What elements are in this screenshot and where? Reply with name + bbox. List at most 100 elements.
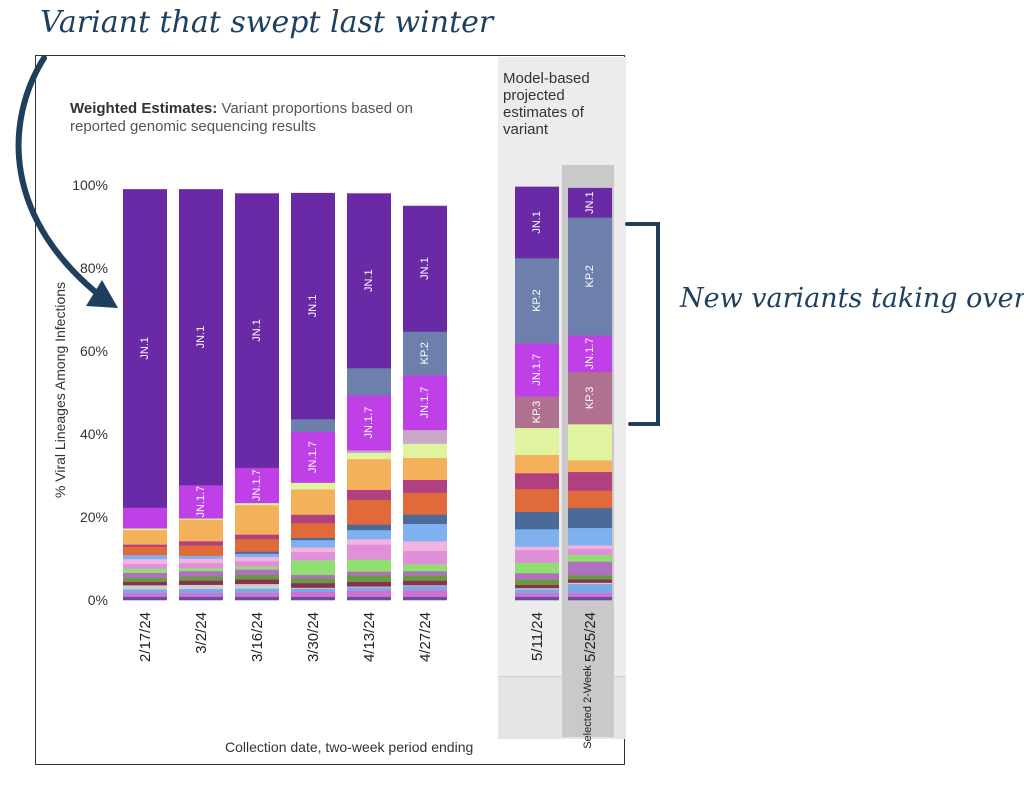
bar-segment[interactable] bbox=[403, 331, 447, 376]
bar-segment[interactable] bbox=[568, 187, 612, 218]
bar-segment[interactable] bbox=[123, 554, 167, 560]
bar-segment[interactable] bbox=[123, 563, 167, 569]
bar-4/13/24[interactable]: JN.1.7 JN.1 bbox=[347, 193, 391, 601]
bar-segment[interactable] bbox=[179, 568, 223, 572]
bar-segment[interactable] bbox=[515, 473, 559, 490]
bar-segment[interactable] bbox=[291, 431, 335, 483]
bar-segment[interactable] bbox=[568, 335, 612, 373]
bar-3/2/24[interactable]: JN.1.7 JN.1 bbox=[179, 189, 223, 601]
bar-segment[interactable] bbox=[347, 450, 391, 453]
bar-segment[interactable] bbox=[291, 551, 335, 561]
bar-3/30/24[interactable]: JN.1.7 JN.1 bbox=[291, 192, 335, 601]
bar-segment[interactable] bbox=[515, 584, 559, 589]
bar-segment[interactable] bbox=[403, 514, 447, 524]
bar-segment[interactable] bbox=[403, 443, 447, 458]
bar-segment[interactable] bbox=[403, 590, 447, 597]
bar-segment[interactable] bbox=[347, 394, 391, 451]
bar-segment[interactable] bbox=[403, 575, 447, 581]
bar-segment[interactable] bbox=[515, 587, 559, 590]
bar-segment[interactable] bbox=[179, 518, 223, 520]
bar-segment[interactable] bbox=[347, 452, 391, 460]
bar-segment[interactable] bbox=[403, 523, 447, 542]
bar-segment[interactable] bbox=[347, 544, 391, 560]
bar-segment[interactable] bbox=[235, 566, 279, 570]
bar-segment[interactable] bbox=[403, 205, 447, 332]
bar-segment[interactable] bbox=[515, 562, 559, 574]
bar-segment[interactable] bbox=[235, 560, 279, 567]
bar-segment[interactable] bbox=[568, 527, 612, 546]
bar-segment[interactable] bbox=[403, 457, 447, 480]
bar-segment[interactable] bbox=[403, 564, 447, 572]
bar-segment[interactable] bbox=[291, 587, 335, 589]
bar-segment[interactable] bbox=[403, 479, 447, 493]
bar-segment[interactable] bbox=[515, 592, 559, 597]
bar-segment[interactable] bbox=[515, 529, 559, 547]
bar-segment[interactable] bbox=[515, 549, 559, 563]
bar-segment[interactable] bbox=[403, 585, 447, 587]
bar-segment[interactable] bbox=[235, 569, 279, 575]
bar-segment[interactable] bbox=[403, 429, 447, 444]
bar-segment[interactable] bbox=[515, 427, 559, 456]
bar-segment[interactable] bbox=[235, 553, 279, 558]
bar-segment[interactable] bbox=[568, 424, 612, 461]
bar-segment[interactable] bbox=[515, 546, 559, 551]
bar-segment[interactable] bbox=[347, 499, 391, 525]
bar-segment[interactable] bbox=[515, 589, 559, 594]
bar-segment[interactable] bbox=[235, 583, 279, 589]
bar-segment[interactable] bbox=[568, 582, 612, 585]
bar-segment[interactable] bbox=[179, 580, 223, 585]
bar-segment[interactable] bbox=[568, 471, 612, 491]
bar-segment[interactable] bbox=[179, 519, 223, 542]
bar-segment[interactable] bbox=[515, 488, 559, 512]
bar-segment[interactable] bbox=[179, 545, 223, 556]
bar-segment[interactable] bbox=[515, 343, 559, 397]
bar-segment[interactable] bbox=[291, 522, 335, 539]
bar-segment[interactable] bbox=[179, 588, 223, 594]
bar-segment[interactable] bbox=[568, 371, 612, 425]
bar-segment[interactable] bbox=[123, 189, 167, 508]
bar-segment[interactable] bbox=[179, 189, 223, 486]
bar-segment[interactable] bbox=[403, 492, 447, 515]
bar-segment[interactable] bbox=[291, 537, 335, 541]
bar-segment[interactable] bbox=[347, 368, 391, 396]
bar-segment[interactable] bbox=[403, 570, 447, 576]
bar-segment[interactable] bbox=[568, 507, 612, 529]
bar-segment[interactable] bbox=[347, 538, 391, 545]
bar-segment[interactable] bbox=[123, 546, 167, 556]
bar-segment[interactable] bbox=[347, 193, 391, 369]
bar-segment[interactable] bbox=[291, 482, 335, 490]
bar-segment[interactable] bbox=[568, 575, 612, 580]
bar-segment[interactable] bbox=[291, 582, 335, 588]
bar-segment[interactable] bbox=[568, 545, 612, 549]
bar-segment[interactable] bbox=[515, 511, 559, 530]
bar-segment[interactable] bbox=[291, 560, 335, 575]
bar-segment[interactable] bbox=[291, 547, 335, 553]
bar-segment[interactable] bbox=[235, 596, 279, 601]
bar-segment[interactable] bbox=[291, 489, 335, 515]
bar-segment[interactable] bbox=[123, 581, 167, 586]
bar-segment[interactable] bbox=[235, 556, 279, 562]
bar-segment[interactable] bbox=[515, 573, 559, 580]
bar-segment[interactable] bbox=[235, 502, 279, 506]
bar-segment[interactable] bbox=[347, 458, 391, 490]
bar-segment[interactable] bbox=[123, 596, 167, 601]
bar-4/27/24[interactable]: JN.1.7 KP.2 JN.1 bbox=[403, 205, 447, 601]
bar-segment[interactable] bbox=[235, 579, 279, 585]
bar-segment[interactable] bbox=[179, 592, 223, 597]
bar-segment[interactable] bbox=[515, 186, 559, 259]
bar-segment[interactable] bbox=[291, 539, 335, 548]
bar-segment[interactable] bbox=[568, 579, 612, 583]
bar-segment[interactable] bbox=[291, 192, 335, 420]
bar-segment[interactable] bbox=[123, 528, 167, 531]
bar-segment[interactable] bbox=[235, 588, 279, 593]
bar-segment[interactable] bbox=[347, 586, 391, 588]
bar-segment[interactable] bbox=[291, 578, 335, 584]
bar-segment[interactable] bbox=[347, 581, 391, 587]
bar-segment[interactable] bbox=[123, 589, 167, 594]
bar-segment[interactable] bbox=[235, 592, 279, 597]
bar-segment[interactable] bbox=[347, 575, 391, 583]
bar-segment[interactable] bbox=[179, 576, 223, 581]
bar-segment[interactable] bbox=[123, 558, 167, 565]
bar-segment[interactable] bbox=[568, 460, 612, 473]
bar-segment[interactable] bbox=[568, 592, 612, 597]
